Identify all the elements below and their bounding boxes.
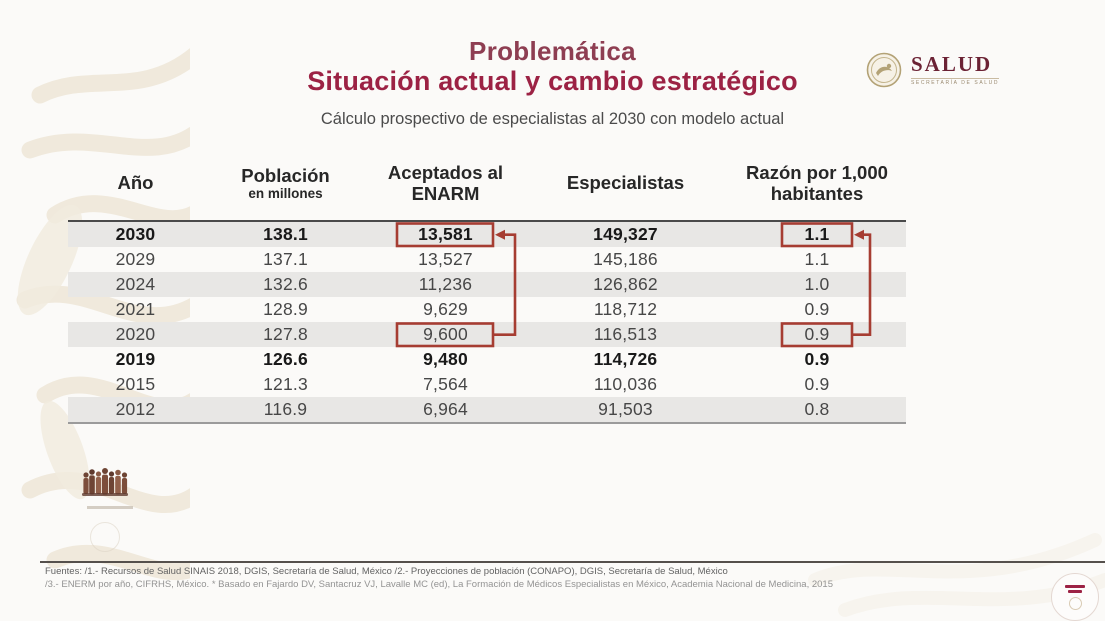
- cell-ano: 2024: [115, 274, 156, 294]
- cell-especialistas: 118,712: [593, 299, 658, 319]
- footer-sources-line2: /3.- ENERM por año, CIFRHS, México. * Ba…: [45, 579, 833, 590]
- gobierno-mexico-seal: [1051, 573, 1099, 621]
- cell-poblacion: 116.9: [263, 399, 308, 419]
- column-header-razon: Razón por 1,000 habitantes: [746, 161, 888, 204]
- cell-razon: 1.1: [804, 249, 830, 269]
- cell-ano: 2030: [115, 224, 156, 244]
- cell-enarm: 7,564: [423, 374, 468, 394]
- cell-especialistas: 149,327: [593, 224, 658, 244]
- cell-poblacion: 127.8: [263, 324, 308, 344]
- cell-poblacion: 137.1: [263, 249, 308, 269]
- table-top-rule: [68, 220, 906, 222]
- cell-razon: 0.9: [804, 299, 830, 319]
- column-header-poblacion: Población en millones: [241, 164, 330, 201]
- table-row: 2012 116.9 6,964 91,503 0.8: [68, 397, 906, 422]
- salud-logo: SALUD SECRETARÍA DE SALUD: [866, 52, 1000, 88]
- cell-poblacion: 121.3: [263, 374, 308, 394]
- cell-enarm: 9,600: [423, 324, 468, 344]
- cell-ano: 2012: [115, 399, 156, 419]
- cell-ano: 2015: [115, 374, 156, 394]
- cell-enarm: 11,236: [418, 274, 473, 294]
- cell-razon: 1.1: [804, 224, 830, 244]
- table-row: 2015 121.3 7,564 110,036 0.9: [68, 372, 906, 397]
- cell-especialistas: 116,513: [593, 324, 658, 344]
- cell-enarm: 13,581: [418, 224, 473, 244]
- cell-enarm: 6,964: [423, 399, 468, 419]
- salud-caption: SECRETARÍA DE SALUD: [911, 78, 1000, 86]
- cell-razon: 0.9: [804, 349, 830, 369]
- table-row: 2029 137.1 13,527 145,186 1.1: [68, 247, 906, 272]
- footer-divider: [40, 561, 1105, 563]
- specialists-table: Año Población en millones Aceptados al ENA…: [68, 152, 906, 424]
- cell-enarm: 13,527: [418, 249, 473, 269]
- column-header-ano: Año: [117, 172, 154, 194]
- figures-logo-caption: [87, 506, 133, 509]
- salud-seal-icon: [866, 52, 902, 88]
- cell-poblacion: 132.6: [263, 274, 308, 294]
- cell-especialistas: 110,036: [593, 374, 658, 394]
- faint-seal-icon: [90, 522, 120, 552]
- page-title: Problemática: [469, 36, 636, 66]
- cell-ano: 2029: [115, 249, 156, 269]
- cell-enarm: 9,629: [423, 299, 468, 319]
- cell-enarm: 9,480: [423, 349, 468, 369]
- column-header-enarm: Aceptados al ENARM: [387, 161, 504, 204]
- cell-poblacion: 138.1: [263, 224, 308, 244]
- table-row: 2021 128.9 9,629 118,712 0.9: [68, 297, 906, 322]
- table-row: 2030 138.1 13,581 149,327 1.1: [68, 222, 906, 247]
- cell-poblacion: 126.6: [263, 349, 308, 369]
- table-header-row: Año Población en millones Aceptados al ENA…: [68, 152, 906, 214]
- historical-figures-logo: [82, 468, 128, 496]
- table-row: 2019 126.6 9,480 114,726 0.9: [68, 347, 906, 372]
- cell-ano: 2019: [115, 349, 156, 369]
- footer-sources-line1: Fuentes: /1.- Recursos de Salud SINAIS 2…: [45, 566, 728, 577]
- cell-razon: 0.8: [804, 399, 830, 419]
- cell-especialistas: 91,503: [598, 399, 653, 419]
- table-row: 2020 127.8 9,600 116,513 0.9: [68, 322, 906, 347]
- cell-ano: 2021: [115, 299, 156, 319]
- cell-especialistas: 114,726: [593, 349, 658, 369]
- table-body: 2030 138.1 13,581 149,327 1.1 2029 137.1…: [68, 222, 906, 422]
- cell-poblacion: 128.9: [263, 299, 308, 319]
- salud-wordmark: SALUD: [911, 52, 993, 76]
- table-row: 2024 132.6 11,236 126,862 1.0: [68, 272, 906, 297]
- slide-subtitle-strong: Situación actual y cambio estratégico: [307, 66, 798, 96]
- column-header-especialistas: Especialistas: [566, 172, 685, 194]
- cell-razon: 0.9: [804, 374, 830, 394]
- cell-ano: 2020: [115, 324, 156, 344]
- cell-razon: 0.9: [804, 324, 830, 344]
- table-bottom-rule: [68, 422, 906, 424]
- slide-caption: Cálculo prospectivo de especialistas al …: [320, 110, 785, 128]
- cell-especialistas: 126,862: [593, 274, 658, 294]
- cell-razon: 1.0: [804, 274, 830, 294]
- cell-especialistas: 145,186: [593, 249, 658, 269]
